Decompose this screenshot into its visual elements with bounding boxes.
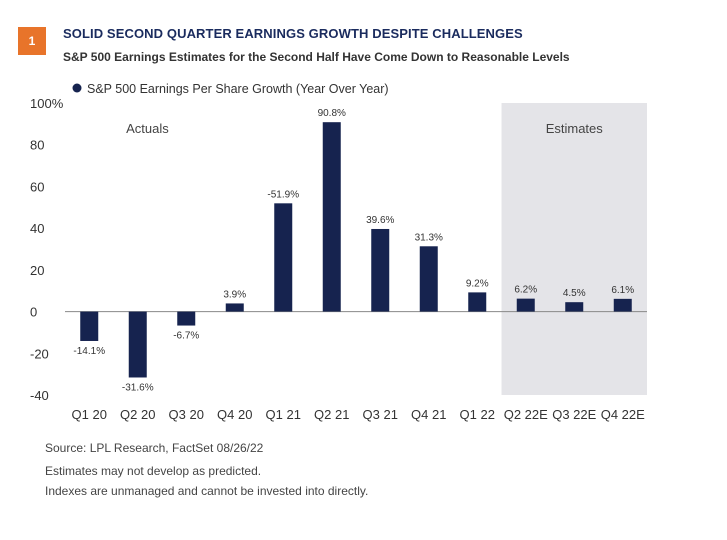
bar-q3-20 xyxy=(177,311,196,326)
data-label: 6.2% xyxy=(514,285,537,296)
y-tick-label: 60 xyxy=(30,179,44,194)
data-label: 39.6% xyxy=(366,215,394,226)
x-tick-label: Q4 22E xyxy=(601,407,645,422)
figure-number-badge: 1 xyxy=(18,27,46,55)
data-label: 4.5% xyxy=(563,288,586,299)
section-label-estimates: Estimates xyxy=(546,121,604,136)
x-tick-label: Q1 22 xyxy=(460,407,495,422)
data-label: 31.3% xyxy=(415,232,443,243)
y-tick-label: 20 xyxy=(30,263,44,278)
legend-label: S&P 500 Earnings Per Share Growth (Year … xyxy=(87,82,389,96)
bar-q2-20 xyxy=(128,311,147,378)
data-label: -51.9% xyxy=(267,189,299,200)
bar-q3-21 xyxy=(371,228,390,312)
data-label: 90.8% xyxy=(318,108,346,119)
x-tick-label: Q2 20 xyxy=(120,407,155,422)
data-label: -31.6% xyxy=(122,382,154,393)
x-tick-label: Q2 22E xyxy=(504,407,548,422)
x-tick-label: Q1 20 xyxy=(72,407,107,422)
y-tick-label: 40 xyxy=(30,221,44,236)
y-tick-label: -40 xyxy=(30,388,49,403)
bar-q1-21 xyxy=(274,203,293,312)
x-tick-label: Q3 22E xyxy=(552,407,596,422)
x-tick-label: Q2 21 xyxy=(314,407,349,422)
y-tick-label: 100% xyxy=(30,96,64,111)
data-label: -14.1% xyxy=(73,346,105,357)
disclaimer-indexes: Indexes are unmanaged and cannot be inve… xyxy=(45,484,369,498)
estimates-shaded-region xyxy=(501,103,647,395)
x-tick-label: Q1 21 xyxy=(266,407,301,422)
x-tick-label: Q3 20 xyxy=(169,407,204,422)
x-tick-label: Q4 20 xyxy=(217,407,252,422)
bar-q4-22e xyxy=(613,298,632,312)
data-label: -6.7% xyxy=(173,331,199,342)
section-label-actuals: Actuals xyxy=(126,121,169,136)
chart-title: SOLID SECOND QUARTER EARNINGS GROWTH DES… xyxy=(63,26,523,41)
bar-q1-20 xyxy=(80,311,99,341)
chart-subtitle: S&P 500 Earnings Estimates for the Secon… xyxy=(63,50,570,64)
bar-q1-22 xyxy=(468,292,487,312)
bar-q2-21 xyxy=(322,122,341,312)
source-note: Source: LPL Research, FactSet 08/26/22 xyxy=(45,441,264,455)
data-label: 9.2% xyxy=(466,278,489,289)
x-tick-label: Q4 21 xyxy=(411,407,446,422)
y-tick-label: -20 xyxy=(30,346,49,361)
y-tick-label: 80 xyxy=(30,138,44,153)
y-tick-label: 0 xyxy=(30,305,37,320)
bar-q4-20 xyxy=(225,303,244,312)
data-label: 3.9% xyxy=(223,289,246,300)
disclaimer-estimates: Estimates may not develop as predicted. xyxy=(45,464,262,478)
bar-q4-21 xyxy=(419,246,438,312)
x-tick-label: Q3 21 xyxy=(363,407,398,422)
legend-marker xyxy=(72,83,82,93)
bar-q3-22e xyxy=(565,302,584,312)
data-label: 6.1% xyxy=(611,285,634,296)
bar-q2-22e xyxy=(516,298,535,312)
